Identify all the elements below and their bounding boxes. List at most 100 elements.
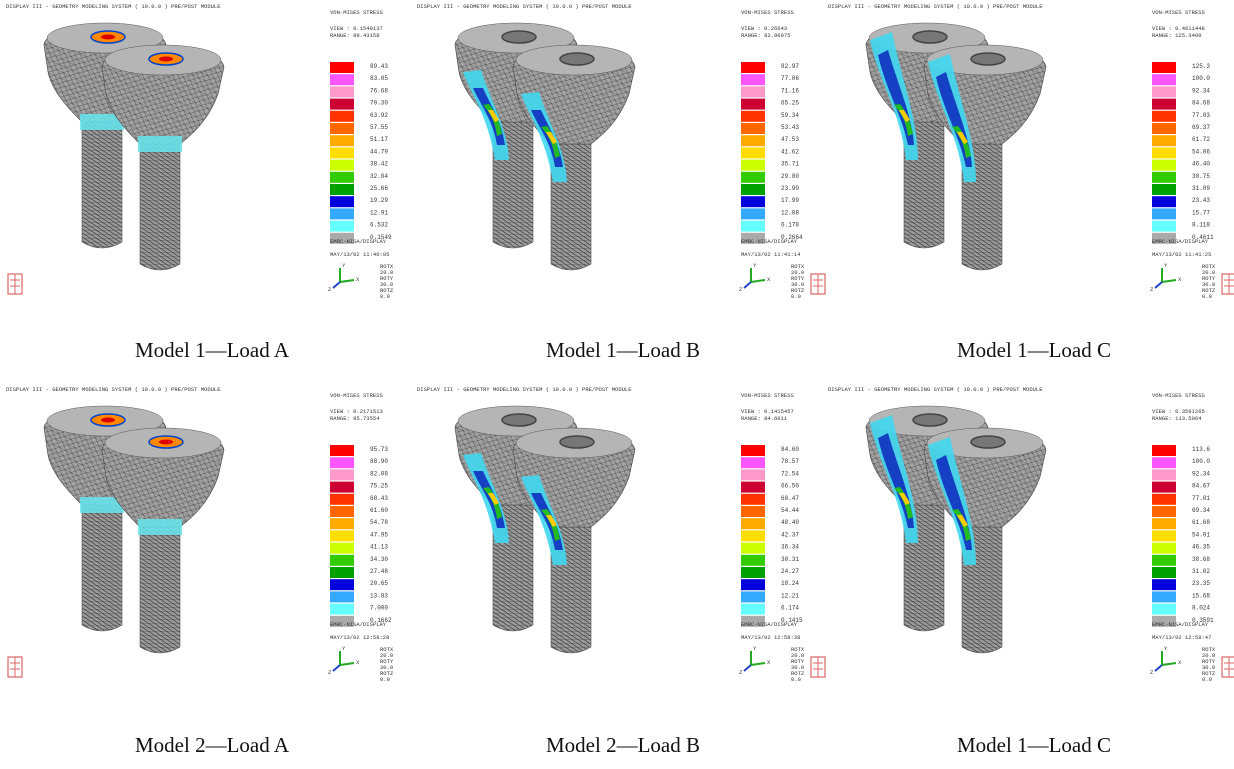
range-text: RANGE: 84.6011: [741, 415, 788, 422]
implant-shaft: [82, 501, 122, 631]
legend-swatch: [741, 221, 765, 232]
legend-label: 8.024: [1192, 605, 1210, 612]
legend-label: 13.83: [370, 592, 388, 599]
implant-hole: [502, 31, 536, 43]
legend-swatch: [1152, 86, 1176, 97]
legend-swatch: [330, 494, 354, 505]
legend-swatch: [741, 184, 765, 195]
legend-swatch: [741, 591, 765, 602]
axis-x: [340, 663, 354, 665]
panel: DISPLAY III - GEOMETRY MODELING SYSTEM (…: [828, 3, 1234, 362]
legend-label: 84.67: [1192, 483, 1210, 490]
view-text: VIEW : 0.26643: [741, 25, 787, 32]
legend-swatch: [330, 604, 354, 615]
legend-swatch: [330, 99, 354, 110]
legend-swatch: [330, 111, 354, 122]
panel: DISPLAY III - GEOMETRY MODELING SYSTEM (…: [417, 3, 825, 362]
footer: EMRC-NISA/DISPLAY: [1152, 238, 1209, 245]
legend-swatch: [330, 543, 354, 554]
rotation-text: 0.0: [1202, 293, 1212, 300]
figure: DISPLAY III - GEOMETRY MODELING SYSTEM (…: [0, 0, 1234, 769]
axis-label: Y: [1164, 645, 1168, 652]
legend-swatch: [330, 506, 354, 517]
range-text: RANGE: 95.73554: [330, 415, 380, 422]
axis-z: [1155, 282, 1162, 288]
date: MAY/13/02 12:58:28: [330, 634, 389, 641]
legend-swatch: [330, 482, 354, 493]
legend-label: 82.08: [370, 470, 388, 477]
axis-z: [744, 665, 751, 671]
implant-hole: [913, 414, 947, 426]
legend-label: 76.68: [370, 87, 388, 94]
axis-z: [744, 282, 751, 288]
legend-label: 92.34: [1192, 87, 1210, 94]
legend-label: 23.35: [1192, 580, 1210, 587]
legend-swatch: [330, 567, 354, 578]
legend-swatch: [741, 543, 765, 554]
legend-label: 47.95: [370, 531, 388, 538]
caption: Model 1—Load A: [135, 338, 290, 362]
legend-swatch: [741, 530, 765, 541]
legend-label: 27.48: [370, 568, 388, 575]
legend-swatch: [1152, 184, 1176, 195]
view-text: VIEW : 0.4611448: [1152, 25, 1205, 32]
legend-label: 31.02: [1192, 568, 1210, 575]
legend-swatch: [330, 221, 354, 232]
legend-swatch: [330, 530, 354, 541]
legend-swatch: [741, 494, 765, 505]
legend-label: 61.72: [1192, 136, 1210, 143]
legend-label: 8.118: [1192, 222, 1210, 229]
legend-label: 46.40: [1192, 161, 1210, 168]
legend-swatch: [330, 457, 354, 468]
legend-label: 71.16: [781, 87, 799, 94]
axis-x: [1162, 663, 1176, 665]
legend-label: 46.35: [1192, 544, 1210, 551]
legend-label: 44.79: [370, 148, 388, 155]
view-text: VIEW : 0.1549137: [330, 25, 383, 32]
axis-label: X: [1178, 659, 1182, 666]
legend-swatch: [1152, 445, 1176, 456]
legend-swatch: [330, 123, 354, 134]
header: DISPLAY III - GEOMETRY MODELING SYSTEM (…: [828, 3, 1043, 10]
panel: DISPLAY III - GEOMETRY MODELING SYSTEM (…: [417, 386, 825, 757]
legend-swatch: [1152, 543, 1176, 554]
legend-label: 47.53: [781, 136, 799, 143]
range-text: RANGE: 89.43158: [330, 32, 380, 39]
legend-label: 31.09: [1192, 185, 1210, 192]
footer: EMRC-NISA/DISPLAY: [741, 621, 798, 628]
legend-label: 38.42: [370, 161, 388, 168]
legend-swatch: [741, 135, 765, 146]
implant-shaft: [82, 118, 122, 248]
caption: Model 1—Load B: [546, 338, 700, 362]
legend-label: 42.37: [781, 531, 799, 538]
date: MAY/13/02 11:41:14: [741, 251, 801, 258]
legend-label: 53.43: [781, 124, 799, 131]
legend-label: 66.50: [781, 483, 799, 490]
legend-label: 69.37: [1192, 124, 1210, 131]
legend-swatch: [1152, 111, 1176, 122]
legend-label: 61.68: [1192, 519, 1210, 526]
legend-swatch: [330, 469, 354, 480]
date: MAY/13/02 12:58:47: [1152, 634, 1211, 641]
legend-swatch: [741, 147, 765, 158]
legend-label: 54.44: [781, 507, 799, 514]
legend-swatch: [1152, 62, 1176, 73]
axis-label: Y: [753, 262, 757, 269]
legend-swatch: [741, 604, 765, 615]
axis-label: Z: [739, 669, 743, 676]
legend-label: 41.13: [370, 544, 388, 551]
legend-label: 15.68: [1192, 592, 1210, 599]
axis-x: [1162, 280, 1176, 282]
legend-label: 60.47: [781, 495, 799, 502]
legend-swatch: [1152, 135, 1176, 146]
rotation-text: 0.0: [791, 676, 801, 683]
legend-label: 23.90: [781, 185, 799, 192]
stress-spot: [101, 418, 115, 423]
legend-title: VON-MISES STRESS: [330, 392, 384, 399]
legend-label: 48.40: [781, 519, 799, 526]
view-text: VIEW : 0.1415457: [741, 408, 794, 415]
legend-swatch: [741, 208, 765, 219]
legend-label: 84.68: [1192, 100, 1210, 107]
legend-swatch: [330, 184, 354, 195]
implant-hole: [971, 436, 1005, 448]
